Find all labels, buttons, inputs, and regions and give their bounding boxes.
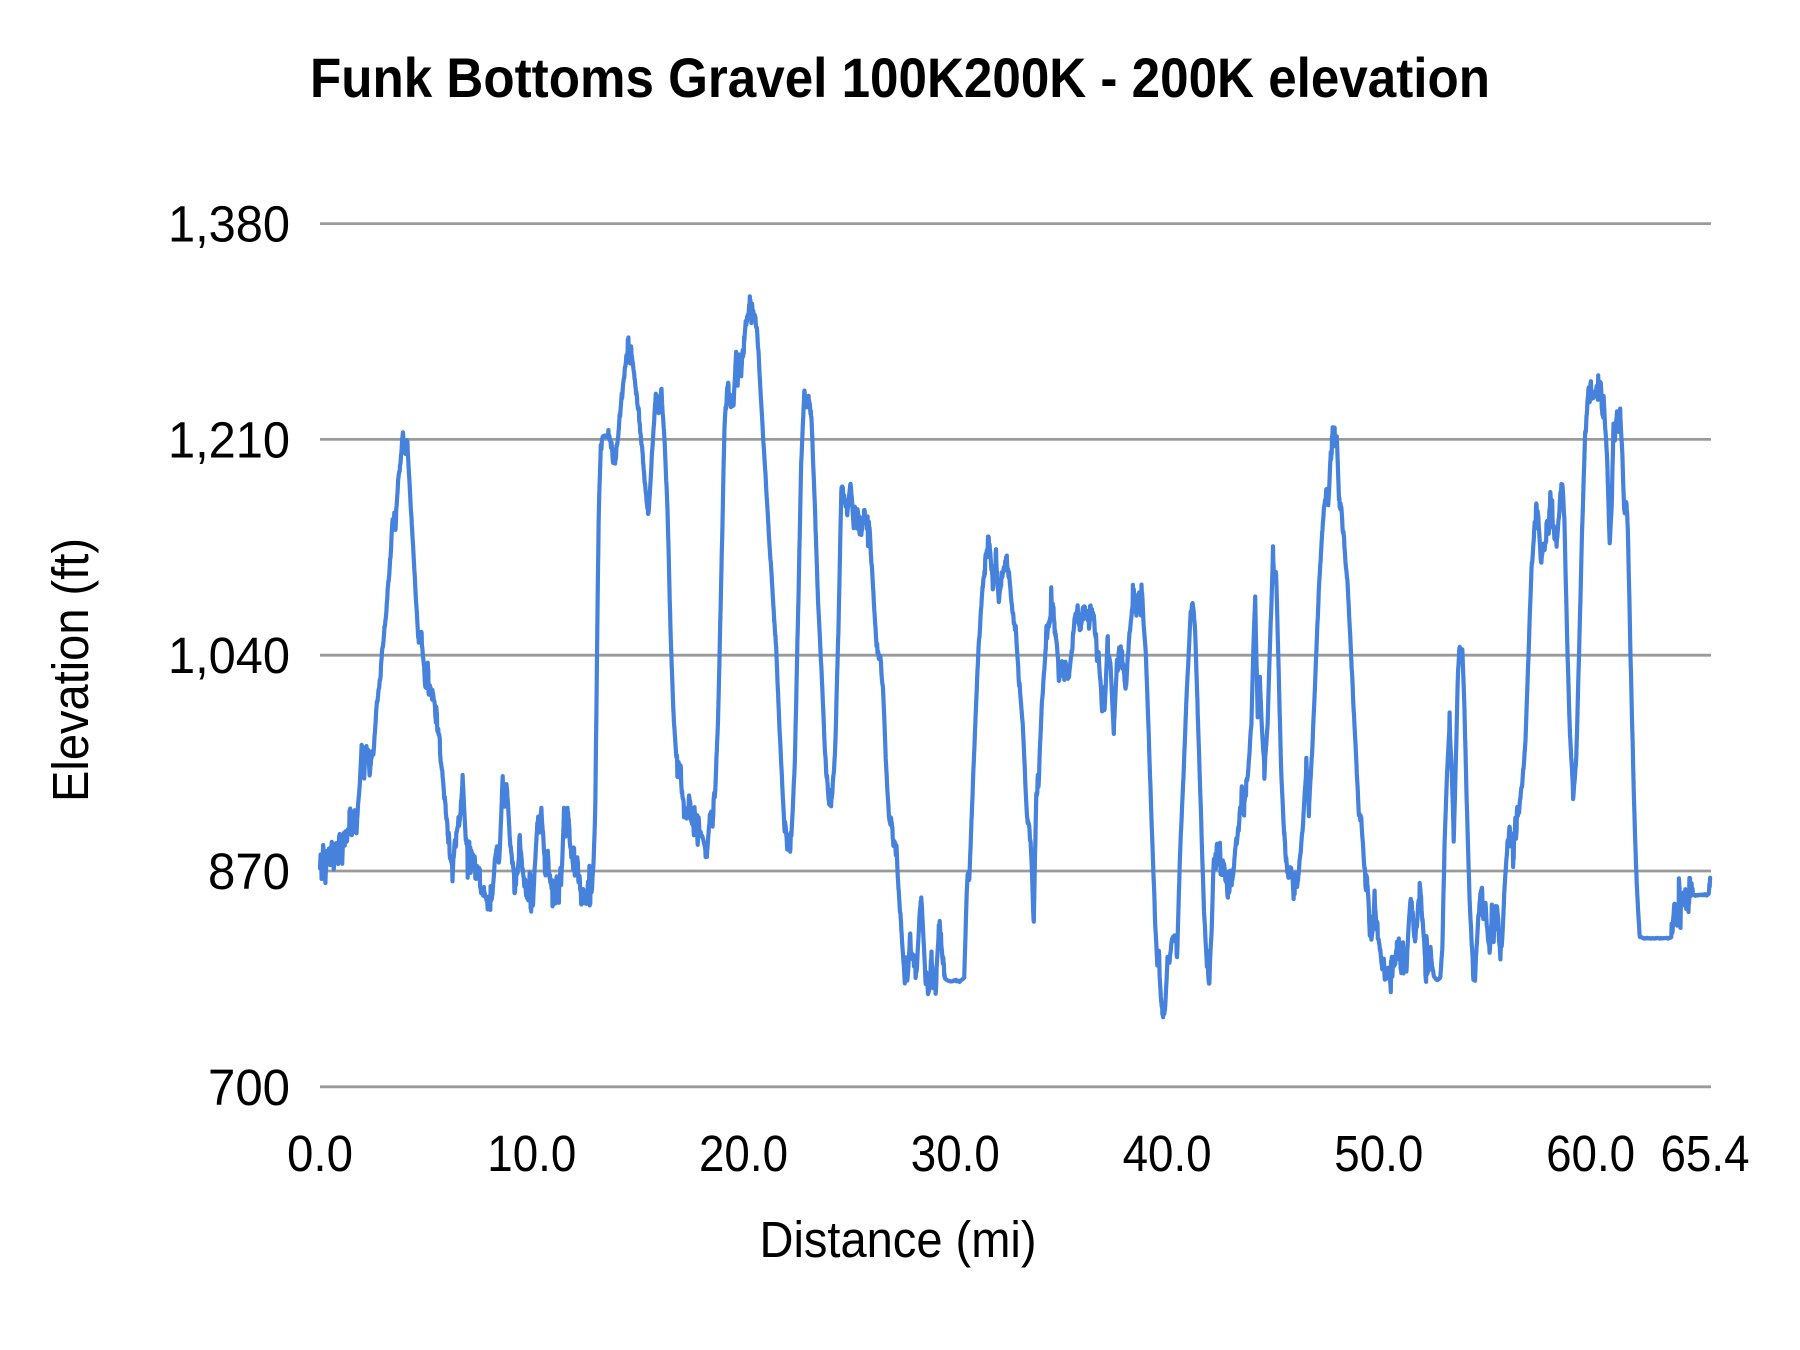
svg-text:1,380: 1,380 (168, 196, 290, 253)
svg-text:0.0: 0.0 (287, 1125, 353, 1182)
svg-text:40.0: 40.0 (1123, 1125, 1212, 1182)
svg-text:20.0: 20.0 (699, 1125, 788, 1182)
svg-text:Distance (mi): Distance (mi) (760, 1211, 1037, 1268)
svg-text:870: 870 (208, 843, 290, 900)
svg-text:Elevation (ft): Elevation (ft) (42, 538, 99, 802)
svg-text:Funk Bottoms Gravel 100K200K -: Funk Bottoms Gravel 100K200K - 200K elev… (310, 46, 1490, 109)
svg-text:50.0: 50.0 (1334, 1125, 1423, 1182)
svg-text:60.0: 60.0 (1546, 1125, 1635, 1182)
svg-text:10.0: 10.0 (487, 1125, 576, 1182)
svg-text:65.4: 65.4 (1661, 1125, 1750, 1182)
svg-text:1,210: 1,210 (168, 411, 290, 468)
svg-text:30.0: 30.0 (911, 1125, 1000, 1182)
svg-text:700: 700 (208, 1059, 290, 1116)
svg-text:1,040: 1,040 (168, 627, 290, 684)
